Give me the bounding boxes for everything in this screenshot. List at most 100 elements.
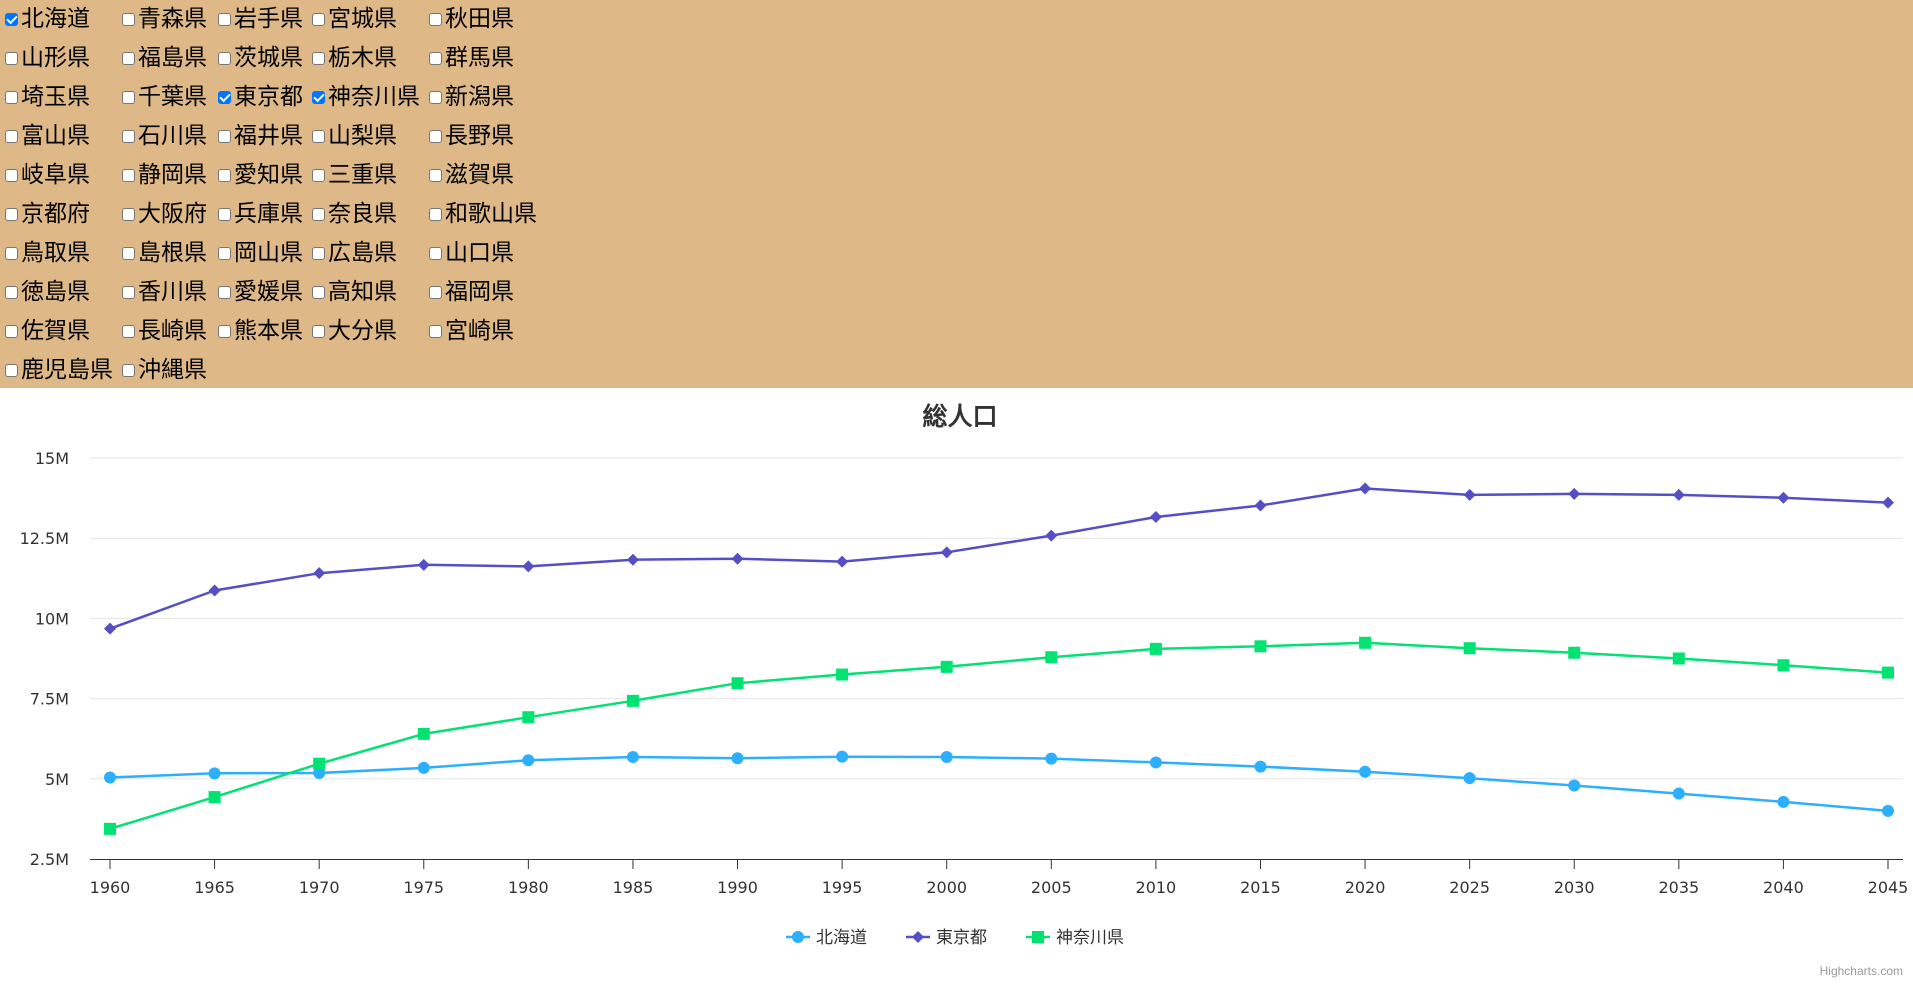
data-point[interactable] — [626, 553, 639, 566]
data-point[interactable] — [1672, 488, 1685, 501]
data-point[interactable] — [1777, 795, 1790, 808]
prefecture-option[interactable]: 沖縄県 — [117, 351, 207, 390]
prefecture-checkbox[interactable] — [218, 52, 231, 65]
prefecture-option[interactable]: 秋田県 — [424, 0, 514, 39]
prefecture-option[interactable]: 岐阜県 — [0, 156, 90, 195]
data-point[interactable] — [1254, 499, 1267, 512]
data-point[interactable] — [1882, 804, 1894, 817]
data-point[interactable] — [836, 555, 849, 568]
prefecture-option[interactable]: 長野県 — [424, 117, 514, 156]
legend-item[interactable]: 神奈川県 — [1026, 928, 1124, 948]
prefecture-checkbox[interactable] — [312, 325, 325, 338]
prefecture-option[interactable]: 高知県 — [307, 273, 397, 312]
prefecture-checkbox[interactable] — [312, 130, 325, 143]
prefecture-checkbox[interactable] — [5, 52, 18, 65]
data-point[interactable] — [792, 931, 804, 943]
data-point[interactable] — [313, 757, 326, 770]
data-point[interactable] — [1045, 752, 1058, 765]
legend-item[interactable]: 東京都 — [906, 928, 987, 948]
data-point[interactable] — [1568, 779, 1581, 792]
prefecture-option[interactable]: 静岡県 — [117, 156, 207, 195]
prefecture-checkbox[interactable] — [312, 90, 325, 104]
data-point[interactable] — [417, 727, 430, 740]
prefecture-option[interactable]: 山形県 — [0, 39, 90, 78]
prefecture-checkbox[interactable] — [122, 286, 135, 299]
data-point[interactable] — [1359, 482, 1372, 495]
prefecture-option[interactable]: 群馬県 — [424, 39, 514, 78]
data-point[interactable] — [731, 677, 744, 690]
prefecture-checkbox[interactable] — [122, 325, 135, 338]
prefecture-checkbox[interactable] — [5, 208, 18, 221]
prefecture-checkbox[interactable] — [122, 169, 135, 182]
prefecture-checkbox[interactable] — [5, 364, 18, 377]
data-point[interactable] — [912, 931, 924, 943]
data-point[interactable] — [731, 552, 744, 565]
prefecture-option[interactable]: 山梨県 — [307, 117, 397, 156]
prefecture-option[interactable]: 鳥取県 — [0, 234, 90, 273]
prefecture-checkbox[interactable] — [429, 169, 442, 182]
prefecture-checkbox[interactable] — [5, 286, 18, 299]
prefecture-checkbox[interactable] — [122, 130, 135, 143]
prefecture-checkbox[interactable] — [429, 325, 442, 338]
prefecture-option[interactable]: 福井県 — [213, 117, 303, 156]
prefecture-option[interactable]: 栃木県 — [307, 39, 397, 78]
prefecture-checkbox[interactable] — [5, 12, 18, 26]
data-point[interactable] — [208, 791, 221, 804]
data-point[interactable] — [1777, 491, 1790, 504]
prefecture-checkbox[interactable] — [122, 13, 135, 26]
prefecture-option[interactable]: 愛知県 — [213, 156, 303, 195]
prefecture-option[interactable]: 千葉県 — [117, 78, 207, 117]
data-point[interactable] — [417, 558, 430, 571]
data-point[interactable] — [940, 660, 953, 673]
data-point[interactable] — [1149, 511, 1162, 524]
prefecture-checkbox[interactable] — [312, 286, 325, 299]
prefecture-checkbox[interactable] — [122, 52, 135, 65]
prefecture-checkbox[interactable] — [312, 208, 325, 221]
prefecture-option[interactable]: 福島県 — [117, 39, 207, 78]
prefecture-option[interactable]: 新潟県 — [424, 78, 514, 117]
prefecture-option[interactable]: 香川県 — [117, 273, 207, 312]
prefecture-option[interactable]: 大分県 — [307, 312, 397, 351]
prefecture-option[interactable]: 岩手県 — [213, 0, 303, 39]
prefecture-checkbox[interactable] — [122, 247, 135, 260]
data-point[interactable] — [1254, 640, 1267, 653]
prefecture-checkbox[interactable] — [312, 13, 325, 26]
data-point[interactable] — [1672, 787, 1685, 800]
prefecture-checkbox[interactable] — [122, 364, 135, 377]
data-point[interactable] — [1882, 496, 1894, 509]
prefecture-option[interactable]: 富山県 — [0, 117, 90, 156]
prefecture-option[interactable]: 島根県 — [117, 234, 207, 273]
prefecture-checkbox[interactable] — [312, 247, 325, 260]
prefecture-option[interactable]: 滋賀県 — [424, 156, 514, 195]
prefecture-option[interactable]: 三重県 — [307, 156, 397, 195]
data-point[interactable] — [1149, 642, 1162, 655]
prefecture-option[interactable]: 和歌山県 — [424, 195, 537, 234]
prefecture-option[interactable]: 佐賀県 — [0, 312, 90, 351]
data-point[interactable] — [1568, 487, 1581, 500]
prefecture-checkbox[interactable] — [312, 52, 325, 65]
prefecture-option[interactable]: 福岡県 — [424, 273, 514, 312]
legend-item[interactable]: 北海道 — [786, 928, 867, 948]
prefecture-checkbox[interactable] — [5, 325, 18, 338]
prefecture-checkbox[interactable] — [218, 325, 231, 338]
prefecture-option[interactable]: 青森県 — [117, 0, 207, 39]
prefecture-checkbox[interactable] — [218, 286, 231, 299]
data-point[interactable] — [1463, 772, 1476, 785]
data-point[interactable] — [104, 622, 116, 635]
prefecture-checkbox[interactable] — [218, 90, 231, 104]
data-point[interactable] — [626, 750, 639, 763]
prefecture-option[interactable]: 宮崎県 — [424, 312, 514, 351]
data-point[interactable] — [104, 822, 116, 835]
prefecture-checkbox[interactable] — [5, 247, 18, 260]
data-point[interactable] — [1882, 666, 1894, 679]
prefecture-checkbox[interactable] — [5, 169, 18, 182]
data-point[interactable] — [1359, 765, 1372, 778]
prefecture-option[interactable]: 愛媛県 — [213, 273, 303, 312]
data-point[interactable] — [522, 560, 535, 573]
prefecture-option[interactable]: 東京都 — [213, 78, 303, 117]
prefecture-checkbox[interactable] — [218, 247, 231, 260]
prefecture-checkbox[interactable] — [5, 130, 18, 143]
prefecture-checkbox[interactable] — [429, 208, 442, 221]
prefecture-option[interactable]: 鹿児島県 — [0, 351, 113, 390]
prefecture-option[interactable]: 神奈川県 — [307, 78, 420, 117]
